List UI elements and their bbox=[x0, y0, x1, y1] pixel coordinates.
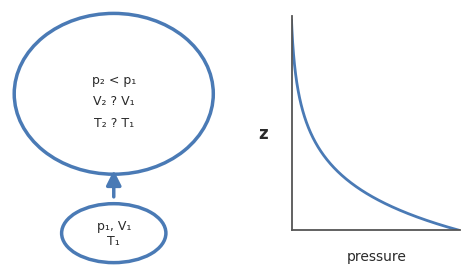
Text: T₁: T₁ bbox=[108, 235, 120, 248]
Text: T₂ ? T₁: T₂ ? T₁ bbox=[94, 117, 134, 130]
Text: p₂ < p₁: p₂ < p₁ bbox=[91, 74, 136, 87]
Text: pressure: pressure bbox=[347, 250, 407, 264]
Text: p₁, V₁: p₁, V₁ bbox=[97, 220, 131, 233]
Text: z: z bbox=[258, 125, 268, 143]
Text: V₂ ? V₁: V₂ ? V₁ bbox=[93, 95, 135, 108]
